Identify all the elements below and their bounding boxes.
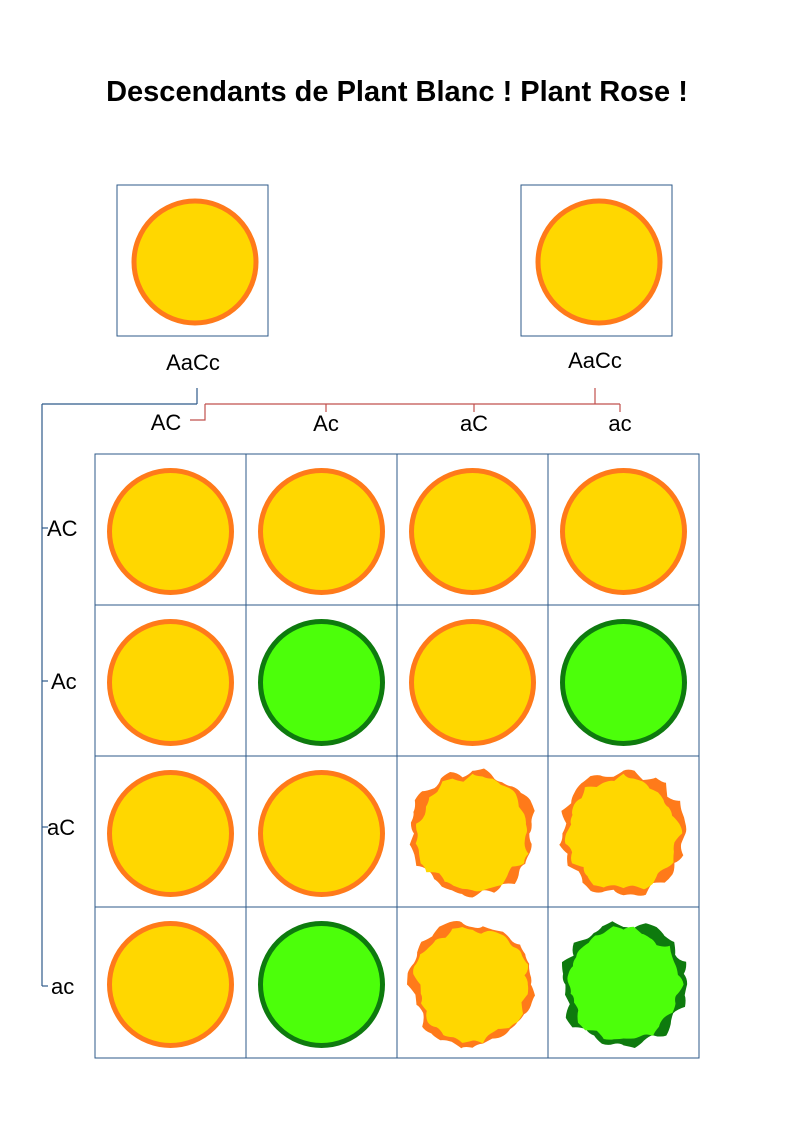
offspring-seed-green-round <box>258 921 385 1048</box>
gamete-left-aC: aC <box>47 815 75 840</box>
gamete-top-AC: AC <box>151 410 182 435</box>
offspring-seed-yellow-round <box>107 619 234 746</box>
offspring-seed-yellow-round <box>107 468 234 595</box>
offspring-seed-yellow-round <box>107 770 234 897</box>
offspring-seed-yellow-round <box>409 468 536 595</box>
gamete-top-aC: aC <box>460 411 488 436</box>
parent-1-seed <box>131 198 259 326</box>
parent-1-genotype: AaCc <box>166 350 220 375</box>
offspring-seed-yellow-round <box>258 770 385 897</box>
parent-2-seed <box>535 198 663 326</box>
page-title: Descendants de Plant Blanc ! Plant Rose … <box>106 76 688 108</box>
gamete-left-Ac: Ac <box>51 669 77 694</box>
punnett-grid <box>94 453 700 1059</box>
offspring-seed-yellow-round <box>560 468 687 595</box>
parent-1-gamete-lines <box>41 388 198 987</box>
offspring-seed-yellow-wrinkled <box>415 773 529 892</box>
offspring-seed-green-wrinkled <box>567 926 684 1040</box>
parent-2-gamete-lines <box>190 388 621 421</box>
parent-1-box <box>116 184 269 337</box>
parent-2-box <box>520 184 673 337</box>
offspring-seed-yellow-wrinkled <box>564 773 683 890</box>
parent-2-genotype: AaCc <box>568 348 622 373</box>
offspring-seed-green-round <box>258 619 385 746</box>
gamete-top-ac: ac <box>608 411 631 436</box>
parent-seeds <box>131 198 663 326</box>
gamete-left-AC: AC <box>47 516 78 541</box>
offspring-seed-yellow-round <box>409 619 536 746</box>
offspring-seed-yellow-round <box>258 468 385 595</box>
grid-cell <box>547 906 700 1059</box>
offspring-seed-yellow-wrinkled <box>413 927 529 1044</box>
gamete-left-ac: ac <box>51 974 74 999</box>
offspring-seed-green-round <box>560 619 687 746</box>
gamete-top-Ac: Ac <box>313 411 339 436</box>
offspring-seed-yellow-round <box>107 921 234 1048</box>
